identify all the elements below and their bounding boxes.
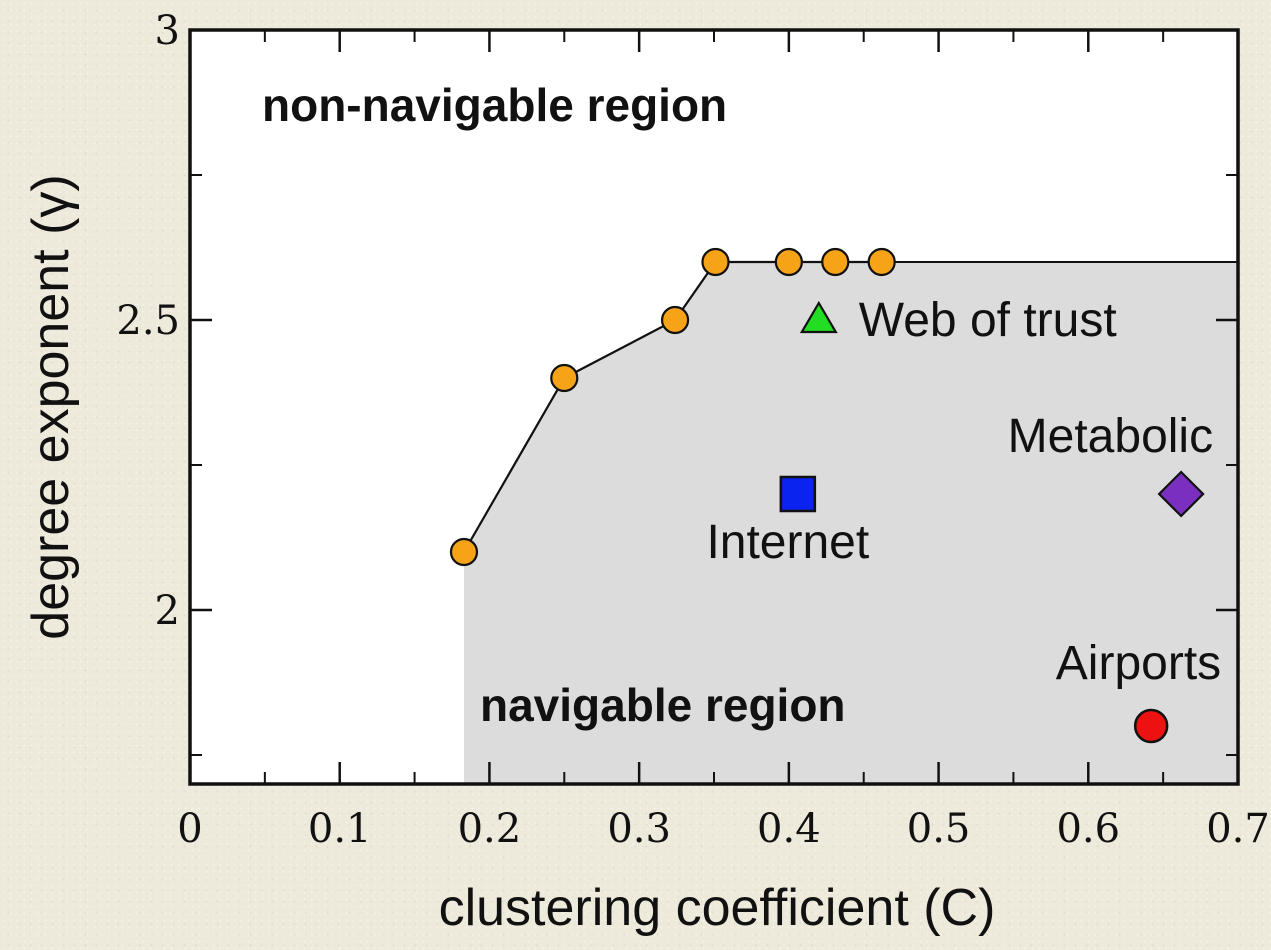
network-marker-metabolic (1157, 470, 1205, 518)
boundary-point (867, 247, 896, 277)
y-axis-title: degree exponent (γ) (22, 174, 80, 639)
y-tick-label: 2 (155, 588, 180, 634)
x-axis-title: clustering coefficient (C) (439, 879, 996, 937)
x-tick-label: 0.1 (308, 806, 372, 852)
x-tick-label: 0.2 (458, 806, 522, 852)
x-tick-label: 0.5 (907, 806, 971, 852)
x-tick-label: 0 (177, 806, 202, 852)
network-label: Internet (706, 516, 869, 569)
x-tick-label: 0.7 (1206, 806, 1270, 852)
network-marker-airports (1133, 708, 1169, 744)
network-label: Metabolic (1008, 410, 1213, 463)
boundary-point (701, 247, 730, 277)
network-label: Airports (1056, 637, 1221, 690)
navigable-region-shading (463, 262, 1238, 784)
x-tick-label: 0.3 (607, 806, 671, 852)
y-tick-label: 3 (155, 8, 180, 54)
x-tick-label: 0.6 (1056, 806, 1120, 852)
boundary-point (821, 247, 850, 277)
non-navigable-region-label: non-navigable region (262, 79, 727, 131)
y-tick-label: 2.5 (116, 298, 180, 344)
boundary-point (774, 247, 803, 277)
network-marker-internet (779, 475, 817, 513)
boundary-point (660, 305, 690, 335)
navigable-region-label: navigable region (480, 679, 846, 731)
boundary-point (550, 363, 579, 393)
network-marker-web-of-trust (799, 300, 838, 334)
boundary-point (449, 537, 479, 567)
x-tick-label: 0.4 (757, 806, 821, 852)
network-label: Web of trust (859, 294, 1117, 347)
plot-area: 0 0.1 0.2 0.3 0.4 0.5 0.6 0.7 2 2.5 3 Web of trust I… (22, 8, 1270, 937)
